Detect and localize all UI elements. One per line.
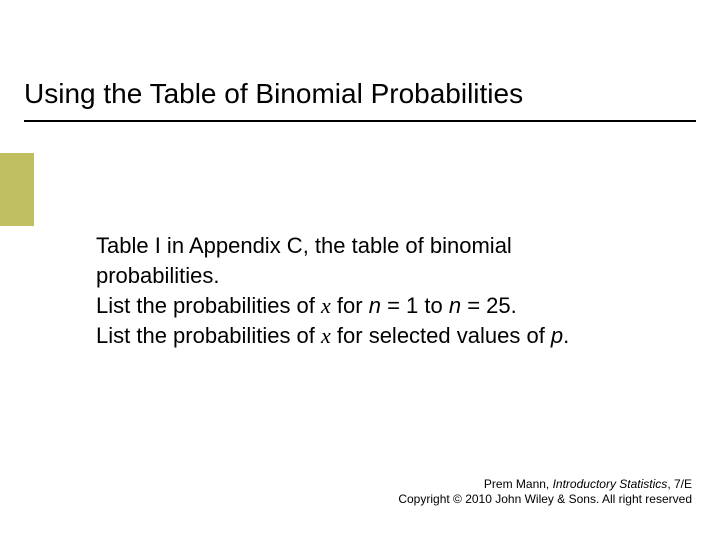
text-fragment: = 1 to <box>381 293 449 318</box>
title-container: Using the Table of Binomial Probabilitie… <box>24 78 696 122</box>
accent-block <box>0 153 34 226</box>
var-x: x <box>321 323 331 348</box>
text-fragment: for <box>331 293 369 318</box>
body-line-3: List the probabilities of x for selected… <box>96 322 660 350</box>
text-fragment: List the probabilities of <box>96 323 321 348</box>
body-line-1a: Table I in Appendix C, the table of bino… <box>96 232 660 260</box>
slide-title: Using the Table of Binomial Probabilitie… <box>24 78 696 110</box>
body-line-2: List the probabilities of x for n = 1 to… <box>96 292 660 320</box>
text-fragment: for selected values of <box>331 323 551 348</box>
footer: Prem Mann, Introductory Statistics, 7/E … <box>398 477 692 508</box>
slide: Using the Table of Binomial Probabilitie… <box>0 0 720 540</box>
footer-book: Introductory Statistics <box>553 477 668 491</box>
footer-author: Prem Mann, <box>484 477 553 491</box>
body-line-1b: probabilities. <box>96 262 660 290</box>
body-text: Table I in Appendix C, the table of bino… <box>96 232 660 353</box>
var-n: n <box>369 293 381 318</box>
var-p: p <box>551 323 563 348</box>
text-fragment: = 25. <box>461 293 517 318</box>
footer-copyright: Copyright © 2010 John Wiley & Sons. All … <box>398 492 692 508</box>
var-x: x <box>321 293 331 318</box>
text-fragment: . <box>563 323 569 348</box>
footer-edition: , 7/E <box>667 477 692 491</box>
var-n: n <box>449 293 461 318</box>
footer-line-1: Prem Mann, Introductory Statistics, 7/E <box>398 477 692 493</box>
text-fragment: List the probabilities of <box>96 293 321 318</box>
